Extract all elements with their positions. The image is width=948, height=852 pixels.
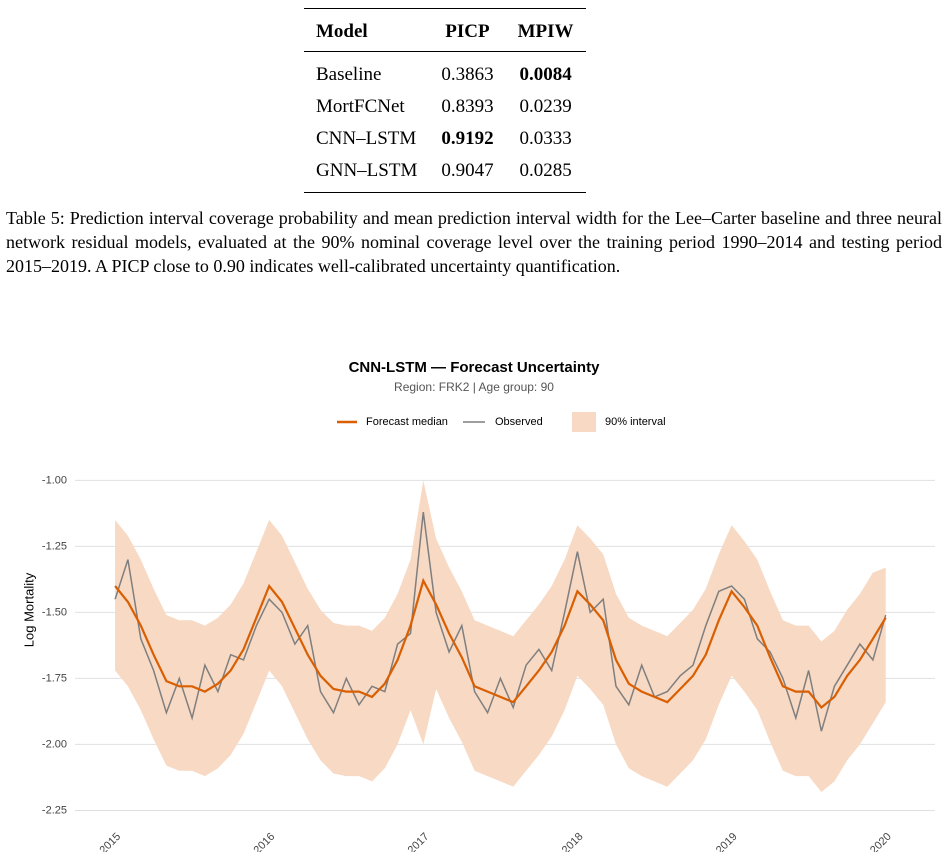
x-tick-label: 2019	[714, 831, 740, 852]
table-cell: 0.8393	[441, 96, 494, 117]
header-cell: MPIW	[505, 8, 586, 52]
table-row: MortFCNet 0.8393 0.0239	[304, 92, 586, 124]
y-tick-label: -1.50	[42, 606, 67, 618]
legend-swatch	[572, 412, 596, 432]
table-row: CNN–LSTM 0.9192 0.0333	[304, 124, 586, 156]
x-tick-label: 2020	[868, 831, 894, 852]
table-cell: MortFCNet	[316, 96, 405, 117]
table-cell: GNN–LSTM	[316, 160, 418, 181]
interval-band	[115, 480, 886, 792]
header-cell: PICP	[429, 8, 506, 52]
x-tick-label: 2016	[252, 831, 278, 852]
table-cell: 0.9192	[441, 128, 494, 149]
table-cell: 0.9047	[441, 160, 494, 181]
table-cell: 0.0084	[519, 64, 572, 85]
legend-label: Forecast median	[366, 416, 448, 428]
table-row: GNN–LSTM 0.9047 0.0285	[304, 156, 586, 193]
series-line	[114, 512, 887, 732]
caption: Table 5: Prediction interval coverage pr…	[6, 208, 942, 276]
legend-label: 90% interval	[605, 416, 666, 428]
chart: CNN-LSTM — Forecast Uncertainty Region: …	[21, 359, 935, 852]
table-cell: CNN–LSTM	[316, 128, 417, 149]
y-tick-label: -1.75	[42, 672, 67, 684]
y-tick-label: -1.00	[42, 474, 67, 486]
header-cell: Model	[304, 8, 430, 52]
y-tick-label: -2.25	[42, 804, 67, 816]
y-tick-label: -2.00	[42, 738, 67, 750]
table-row: Baseline 0.3863 0.0084	[304, 52, 586, 93]
table-cell: 0.0239	[519, 96, 572, 117]
legend-label: Observed	[495, 416, 543, 428]
table-body: Baseline 0.3863 0.0084 MortFCNet 0.8393 0.023…	[304, 52, 586, 193]
x-tick-label: 2015	[97, 831, 123, 852]
header-row: Model PICP MPIW	[304, 8, 586, 52]
chart-title: CNN-LSTM — Forecast Uncertainty	[349, 359, 601, 376]
results-table: Model PICP MPIW Baseline 0.3863 0.0084 MortFC…	[304, 8, 586, 193]
x-tick-label: 2018	[560, 831, 586, 852]
table-cell: 0.0285	[519, 160, 572, 181]
x-tick-label: 2017	[406, 831, 432, 852]
y-axis-label: Log Mortality	[21, 572, 36, 647]
chart-subtitle: Region: FRK2 | Age group: 90	[394, 380, 554, 394]
table-cell: Baseline	[316, 64, 382, 85]
table-cell: 0.0333	[519, 128, 572, 149]
series-line	[114, 577, 887, 710]
table-cell: 0.3863	[441, 64, 494, 85]
y-tick-label: -1.25	[42, 540, 67, 552]
